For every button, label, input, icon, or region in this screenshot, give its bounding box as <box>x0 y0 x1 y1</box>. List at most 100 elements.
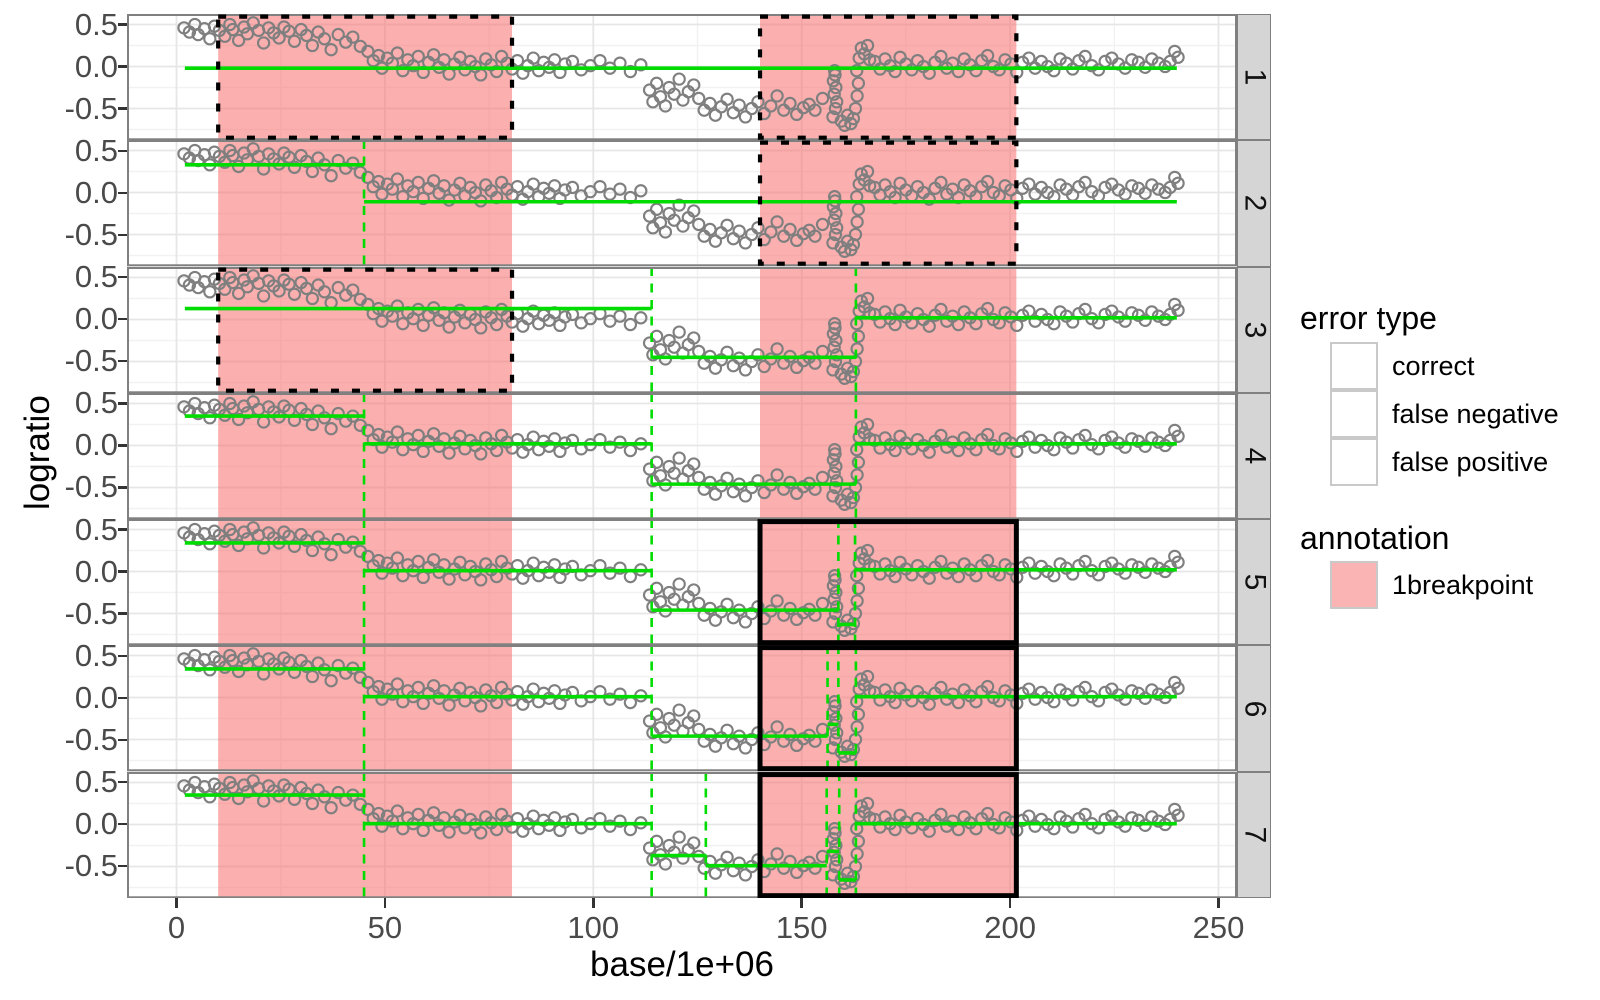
facet-strip-label: 1 <box>1238 68 1271 86</box>
data-point <box>827 340 841 354</box>
y-tick-mark <box>118 444 127 447</box>
scatter-points <box>177 521 1185 638</box>
legend-key-false-negative <box>1330 390 1378 438</box>
data-point <box>346 283 360 297</box>
data-point <box>922 319 936 333</box>
data-point <box>331 533 345 547</box>
data-point <box>1078 49 1092 64</box>
error-rects <box>757 771 1019 898</box>
data-point <box>770 215 784 229</box>
data-point <box>427 48 441 62</box>
data-point <box>305 291 320 305</box>
data-point <box>980 301 995 315</box>
data-point <box>808 861 822 875</box>
data-point <box>934 49 948 64</box>
data-point <box>672 577 686 591</box>
x-tick-label: 200 <box>984 910 1036 945</box>
data-point <box>510 180 525 194</box>
data-point <box>642 83 657 97</box>
panel-border <box>127 14 1237 141</box>
y-tick-mark <box>118 191 127 195</box>
data-point <box>331 27 345 42</box>
data-point <box>851 202 866 217</box>
data-point <box>218 29 232 43</box>
data-point <box>783 96 797 111</box>
data-point <box>411 49 425 64</box>
breakpoint-lines <box>650 266 858 393</box>
y-tick-label: -0.5 <box>64 848 118 884</box>
data-point <box>951 64 966 79</box>
data-point <box>687 836 701 850</box>
x-tick-mark <box>1217 898 1220 908</box>
data-point <box>299 155 314 169</box>
y-tick-label: -0.5 <box>64 721 118 757</box>
y-tick-label: 0.0 <box>74 174 118 210</box>
data-point <box>828 480 843 494</box>
data-point <box>738 362 753 377</box>
data-point <box>603 819 617 833</box>
data-point <box>442 698 456 713</box>
data-point <box>1138 439 1152 453</box>
data-point <box>1138 313 1152 327</box>
data-point <box>1078 428 1092 442</box>
data-point <box>287 34 302 48</box>
data-point <box>738 110 753 124</box>
data-point <box>231 791 246 805</box>
data-point <box>385 182 400 197</box>
data-point <box>827 213 841 228</box>
data-point <box>815 849 830 863</box>
data-point <box>442 572 456 586</box>
y-tick-label: 0.5 <box>74 385 118 421</box>
data-point <box>851 76 866 90</box>
data-point <box>1022 51 1036 65</box>
data-point <box>299 281 314 295</box>
error-rects <box>216 14 1019 140</box>
facet-strip-7: 7 <box>1237 771 1271 898</box>
data-point <box>371 554 386 568</box>
data-point <box>427 426 441 441</box>
data-point <box>738 867 753 882</box>
data-point <box>411 681 425 695</box>
data-point <box>770 720 784 734</box>
data-point <box>642 841 657 855</box>
panel-border <box>127 392 1237 520</box>
data-point <box>830 473 844 488</box>
data-point <box>427 679 441 693</box>
data-point <box>980 554 995 568</box>
data-point <box>790 486 804 500</box>
panel-border <box>127 771 1237 898</box>
data-point <box>751 347 765 361</box>
data-point <box>934 302 948 316</box>
data-point <box>375 314 389 328</box>
data-point <box>593 180 607 194</box>
data-point <box>828 228 843 242</box>
annotation-region <box>760 519 1017 646</box>
data-point <box>411 554 425 569</box>
data-point <box>672 451 686 465</box>
data-point <box>851 708 866 722</box>
legend-key-correct <box>1330 342 1378 390</box>
data-point <box>603 314 617 328</box>
data-point <box>830 221 844 235</box>
facet-strip-label: 2 <box>1238 195 1271 212</box>
y-tick-label: 0.0 <box>74 806 118 842</box>
data-point <box>692 91 706 106</box>
data-point <box>829 333 843 347</box>
data-point <box>1098 307 1112 321</box>
panel-border <box>127 519 1237 646</box>
data-point <box>390 551 405 565</box>
data-point <box>1111 183 1126 197</box>
x-tick-mark <box>800 898 803 908</box>
y-axis-title: logratio <box>18 395 57 510</box>
data-point <box>371 427 386 442</box>
x-tick-mark <box>175 898 178 908</box>
data-point <box>934 681 948 695</box>
facet-strip-5: 5 <box>1237 519 1271 646</box>
data-point <box>375 819 389 833</box>
data-point <box>1078 554 1092 569</box>
data-point <box>565 181 580 195</box>
segment-mean-lines <box>184 414 1177 486</box>
data-point <box>634 184 648 198</box>
data-point <box>827 695 842 709</box>
data-point <box>1171 555 1185 570</box>
